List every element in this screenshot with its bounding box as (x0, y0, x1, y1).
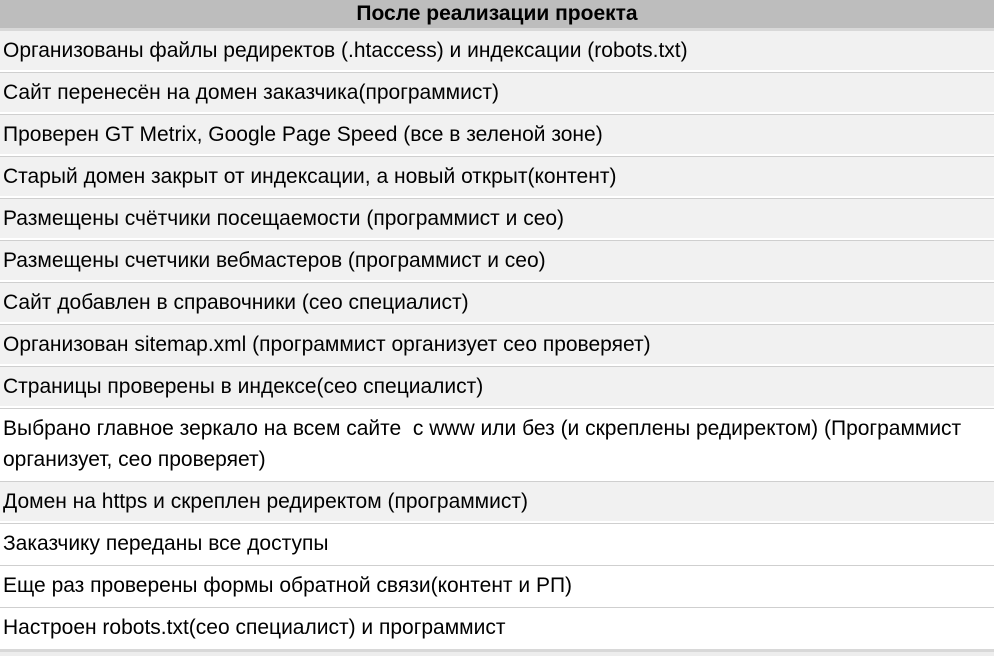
row-text: Размещены счётчики посещаемости (програм… (3, 207, 565, 230)
row-text: Домен на https и скреплен редиректом (пр… (3, 490, 528, 513)
row-text: Еще раз проверены формы обратной связи(к… (3, 574, 573, 597)
table-row[interactable]: Размещены счетчики вебмастеров (программ… (0, 240, 994, 280)
table-row[interactable]: Выбрано главное зеркало на всем сайте с … (0, 408, 994, 479)
table-row[interactable]: Еще раз проверены формы обратной связи(к… (0, 565, 994, 605)
row-text: Организован sitemap.xml (программист орг… (3, 333, 651, 356)
row-text: Старый домен закрыт от индексации, а нов… (3, 165, 617, 188)
row-text: Выбрано главное зеркало на всем сайте с … (3, 417, 968, 471)
table-row[interactable]: Заказчику переданы все доступы (0, 523, 994, 563)
row-text: Организованы файлы редиректов (.htaccess… (3, 39, 688, 62)
table-row[interactable]: Сайт добавлен в справочники (сео специал… (0, 282, 994, 322)
row-text: Страницы проверены в индексе(сео специал… (3, 375, 484, 398)
row-text: Настроен robots.txt(сео специалист) и пр… (3, 616, 506, 639)
row-text: Заказчику переданы все доступы (3, 532, 329, 555)
table-row[interactable]: Домен на https и скреплен редиректом (пр… (0, 481, 994, 521)
table-row[interactable]: Старый домен закрыт от индексации, а нов… (0, 156, 994, 196)
table-row[interactable]: Проверен GT Metrix, Google Page Speed (в… (0, 114, 994, 154)
table-row[interactable]: Организованы файлы редиректов (.htaccess… (0, 31, 994, 70)
row-text: Сайт добавлен в справочники (сео специал… (3, 291, 469, 314)
table-row[interactable]: Сайт перенесён на домен заказчика(програ… (0, 72, 994, 112)
table-header-label: После реализации проекта (356, 2, 638, 25)
table-body: Организованы файлы редиректов (.htaccess… (0, 31, 994, 647)
table-row[interactable]: Настроен robots.txt(сео специалист) и пр… (0, 607, 994, 647)
table-header: После реализации проекта (0, 0, 994, 31)
row-text: Сайт перенесён на домен заказчика(програ… (3, 81, 499, 104)
table-row[interactable]: Организован sitemap.xml (программист орг… (0, 324, 994, 364)
table-row[interactable]: Размещены счётчики посещаемости (програм… (0, 198, 994, 238)
table-row-partial (0, 649, 994, 656)
row-text: Проверен GT Metrix, Google Page Speed (в… (3, 123, 603, 146)
table-row[interactable]: Страницы проверены в индексе(сео специал… (0, 366, 994, 406)
row-text: Размещены счетчики вебмастеров (программ… (3, 249, 546, 272)
